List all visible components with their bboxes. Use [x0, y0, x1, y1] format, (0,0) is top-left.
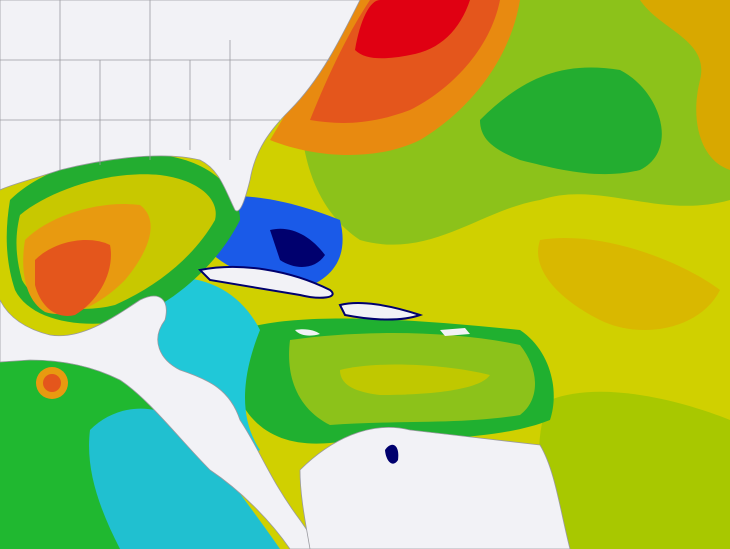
- land-islands: [295, 328, 470, 336]
- land-north-america: [0, 0, 361, 212]
- state-borders: [0, 0, 330, 170]
- wave-zone-navy: [270, 228, 325, 267]
- land-hispaniola: [338, 302, 424, 321]
- wave-zone-amber-2: [538, 238, 720, 330]
- wave-zone-gulf-orange: [35, 240, 111, 316]
- lake: [385, 444, 399, 464]
- wave-zone-dark-green: [480, 67, 662, 175]
- land-south-america: [299, 427, 571, 549]
- wave-zone-amber: [640, 0, 730, 170]
- wave-zone-red: [355, 0, 470, 59]
- land-central-america: [0, 295, 321, 549]
- wave-zone-yellow-green: [539, 391, 730, 549]
- wave-spot-core: [43, 374, 61, 392]
- land-cuba: [197, 265, 334, 299]
- wave-zone-pacific-cyan: [89, 408, 281, 549]
- wave-zone-caribbean-yellow: [340, 364, 490, 395]
